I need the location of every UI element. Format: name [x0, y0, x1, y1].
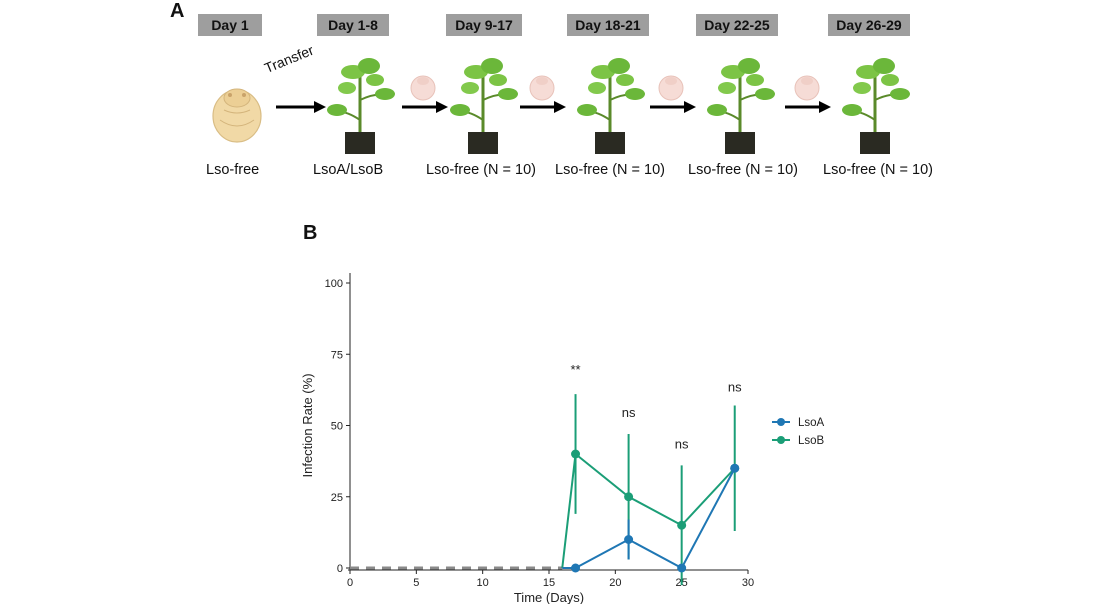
- x-tick-label: 15: [543, 577, 555, 589]
- data-point-LsoA: [624, 535, 634, 544]
- data-point-LsoA: [571, 563, 581, 573]
- arrow-icon: [276, 101, 326, 113]
- y-tick-label: 100: [325, 278, 343, 290]
- x-tick-label: 20: [609, 577, 621, 589]
- arrow-icon: [785, 101, 831, 113]
- x-tick-label: 5: [413, 577, 419, 589]
- legend-label-LsoB: LsoB: [798, 435, 825, 447]
- psyllid-icon: [529, 75, 555, 101]
- y-axis-title: Infection Rate (%): [300, 373, 315, 477]
- psyllid-icon: [410, 75, 436, 101]
- arrow-icon: [520, 101, 566, 113]
- plant-icon: [707, 58, 775, 154]
- day-label-3: Day 9-17: [446, 14, 522, 36]
- arrow-icon: [650, 101, 696, 113]
- stage-label-6: Lso-free (N = 10): [823, 162, 934, 178]
- stage-label-2: LsoA/LsoB: [313, 162, 384, 178]
- series-line-LsoA: [562, 467, 736, 570]
- significance-label: **: [570, 362, 580, 377]
- data-point-LsoB: [624, 492, 634, 502]
- psyllid-icon: [794, 75, 820, 101]
- x-tick-label: 0: [347, 577, 353, 589]
- x-tick-label: 30: [742, 577, 754, 589]
- significance-label: ns: [675, 436, 689, 451]
- data-point-LsoB: [677, 520, 687, 530]
- data-point-LsoA: [730, 463, 740, 473]
- data-point-LsoB: [571, 449, 581, 459]
- x-axis-title: Time (Days): [514, 590, 584, 604]
- stage-label-3: Lso-free (N = 10): [426, 162, 537, 178]
- legend-marker-LsoB: [777, 436, 785, 444]
- y-tick-label: 50: [331, 421, 343, 433]
- day-label-5: Day 22-25: [696, 14, 778, 36]
- panel-b-letter: B: [303, 222, 318, 244]
- plant-icon: [842, 58, 910, 154]
- legend-label-LsoA: LsoA: [798, 417, 825, 429]
- significance-label: ns: [728, 379, 742, 394]
- day-label-1: Day 1: [198, 14, 262, 36]
- infection-rate-chart: 0255075100051015202530Time (Days)Infecti…: [300, 273, 825, 604]
- y-tick-label: 0: [337, 563, 343, 575]
- plant-icon: [327, 58, 395, 154]
- stage-label-4: Lso-free (N = 10): [555, 162, 666, 178]
- plant-icon: [577, 58, 645, 154]
- significance-label: ns: [622, 405, 636, 420]
- stage-label-5: Lso-free (N = 10): [688, 162, 799, 178]
- stage-label-1: Lso-free: [206, 162, 260, 178]
- y-tick-label: 25: [331, 492, 343, 504]
- arrow-icon: [402, 101, 448, 113]
- panel-a-letter: A: [170, 0, 185, 22]
- transfer-label: Transfer: [262, 41, 316, 76]
- psyllid-icon: [212, 88, 262, 143]
- day-label-2: Day 1-8: [317, 14, 389, 36]
- legend-marker-LsoA: [777, 418, 785, 426]
- data-point-LsoA: [677, 563, 687, 573]
- psyllid-icon: [658, 75, 684, 101]
- plant-icon: [450, 58, 518, 154]
- day-label-4: Day 18-21: [567, 14, 649, 36]
- x-tick-label: 10: [477, 577, 489, 589]
- day-label-6: Day 26-29: [828, 14, 910, 36]
- y-tick-label: 75: [331, 349, 343, 361]
